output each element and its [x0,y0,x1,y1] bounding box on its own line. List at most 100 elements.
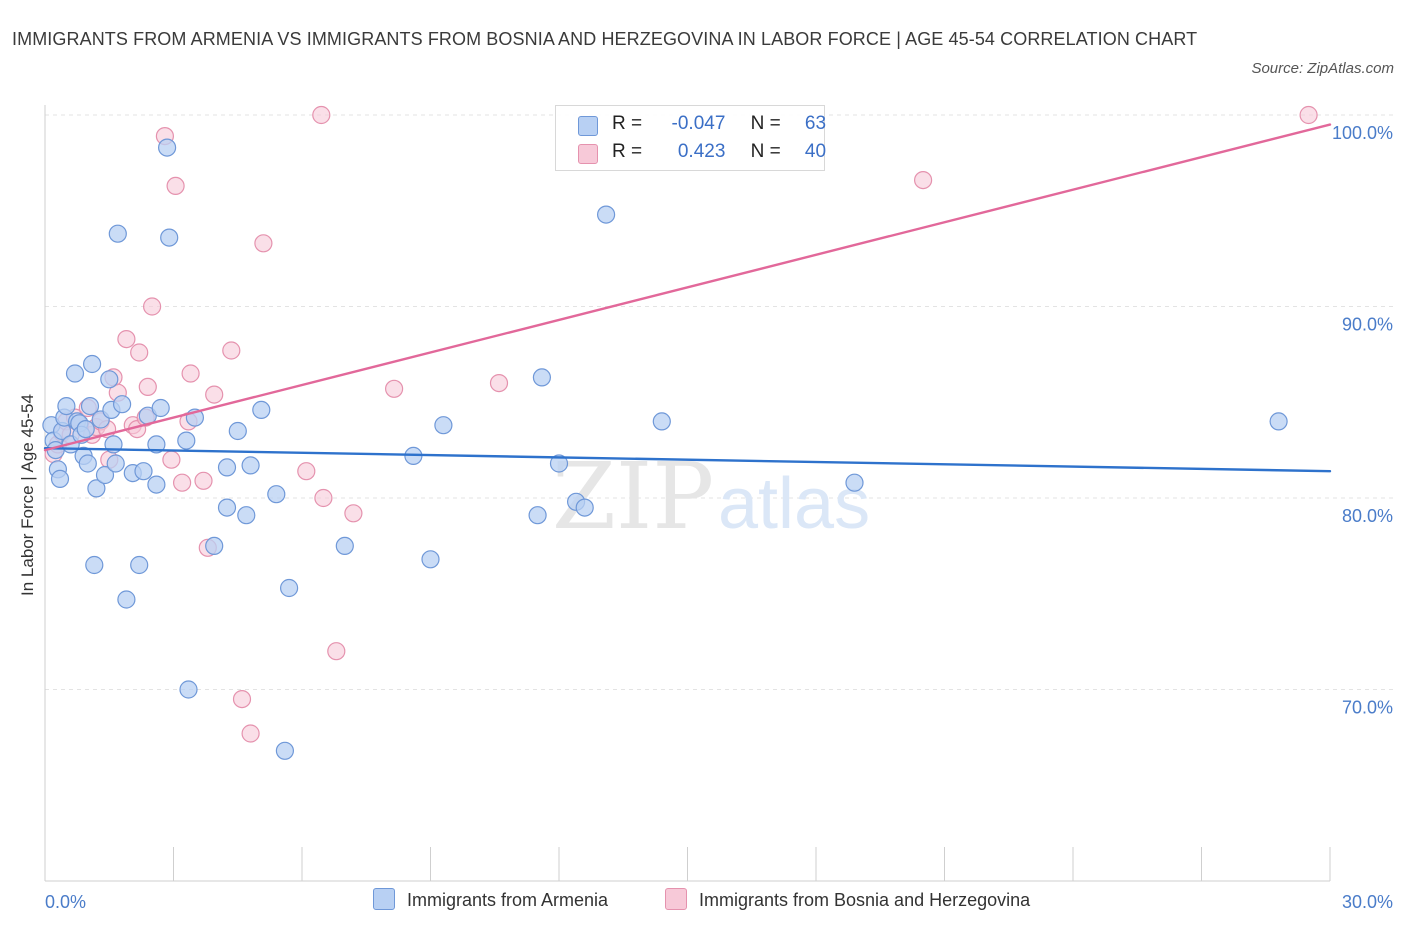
point-bosnia [913,171,933,190]
point-armenia [267,485,286,504]
point-bosnia [205,385,224,404]
point-bosnia [181,364,200,383]
point-armenia [241,456,260,475]
legend-stats-bosnia: R = 0.423 N = 40 [612,141,826,163]
watermark-atlas: atlas [718,464,870,544]
point-armenia [134,462,153,481]
point-armenia [65,364,85,383]
point-armenia [217,498,237,517]
point-armenia [237,506,256,525]
point-armenia [147,435,166,454]
trend-line-bosnia [43,123,1332,452]
bottom-legend-bosnia: Immigrants from Bosnia and Herzegovina [665,888,1030,911]
y-tick-label-80: 80.0% [1342,506,1393,526]
point-armenia [1269,412,1288,431]
point-armenia [80,397,100,416]
point-bosnia [241,724,260,743]
point-armenia [421,550,440,569]
point-armenia [845,473,864,492]
point-armenia [205,536,224,556]
legend: R = -0.047 N = 63 R = 0.423 N = 40 [555,105,826,171]
point-bosnia [385,379,404,398]
point-bosnia [344,504,363,523]
point-armenia [434,416,453,435]
point-armenia [252,400,271,419]
point-armenia [57,397,76,416]
point-bosnia [314,488,333,508]
point-armenia [280,578,299,598]
legend-n-value: 63 [804,113,827,134]
point-bosnia [130,343,149,362]
point-armenia [228,421,247,441]
axes [44,105,1331,882]
point-armenia [158,138,177,157]
point-armenia [85,555,104,575]
series-armenia-points [42,138,1288,760]
legend-r-value: 0.423 [677,141,726,162]
chart-title: IMMIGRANTS FROM ARMENIA VS IMMIGRANTS FR… [12,29,1198,49]
point-armenia [532,368,552,387]
x-tick-labels: 0.0% 30.0% [45,892,1393,912]
legend-swatch-bosnia [578,144,598,164]
point-armenia [335,536,354,556]
point-armenia [87,479,106,498]
point-bosnia [138,377,157,396]
point-armenia [95,465,115,485]
point-bosnia [143,297,162,316]
bottom-legend-label-bosnia: Immigrants from Bosnia and Herzegovina [699,890,1031,910]
point-armenia [106,454,125,473]
legend-n-label: N = [750,141,781,162]
y-tick-label-100: 100.0% [1332,123,1393,143]
source-label: Source: ZipAtlas.com [1251,60,1394,77]
point-armenia [151,398,170,418]
point-armenia [147,475,166,494]
bottom-legend-swatch-armenia [373,888,395,910]
y-tick-label-90: 90.0% [1342,315,1393,335]
point-armenia [78,454,97,473]
trend-line-armenia [43,447,1332,473]
legend-r-value: -0.047 [671,113,726,134]
legend-stats-armenia: R = -0.047 N = 63 [612,113,826,135]
point-armenia [575,498,594,517]
point-bosnia [489,374,509,393]
point-armenia [177,431,196,450]
point-bosnia [327,642,346,661]
point-bosnia [232,689,252,709]
point-armenia [652,412,671,431]
gridlines [45,114,1393,690]
legend-n-label: N = [750,113,781,134]
point-armenia [217,458,237,477]
point-armenia [108,224,127,243]
point-bosnia [222,341,241,360]
point-armenia [117,590,136,609]
point-bosnia [162,450,181,469]
point-armenia [100,370,119,389]
bottom-legend-swatch-bosnia [665,888,687,910]
legend-n-value: 40 [804,141,827,162]
legend-r-label: R = [612,113,643,134]
bottom-legend-armenia: Immigrants from Armenia [373,888,608,911]
x-tick-label-min: 0.0% [45,892,86,912]
point-bosnia [117,330,136,349]
point-armenia [130,555,149,575]
y-tick-label-70: 70.0% [1342,698,1393,718]
point-armenia [160,228,179,247]
point-bosnia [312,105,331,125]
point-armenia [82,354,102,374]
point-armenia [275,741,294,760]
legend-r-label: R = [612,141,643,162]
watermark: ZIP atlas [552,443,870,550]
point-bosnia [194,471,213,490]
legend-swatch-armenia [578,116,598,136]
point-bosnia [1299,105,1318,125]
bottom-legend-label-armenia: Immigrants from Armenia [407,890,609,910]
point-bosnia [166,176,185,195]
point-armenia [528,506,547,525]
point-armenia [596,205,616,224]
point-bosnia [173,473,192,492]
point-armenia [50,469,70,488]
point-armenia [179,680,198,699]
point-armenia [76,420,95,439]
y-tick-labels: 70.0% 80.0% 90.0% 100.0% [1332,123,1393,718]
